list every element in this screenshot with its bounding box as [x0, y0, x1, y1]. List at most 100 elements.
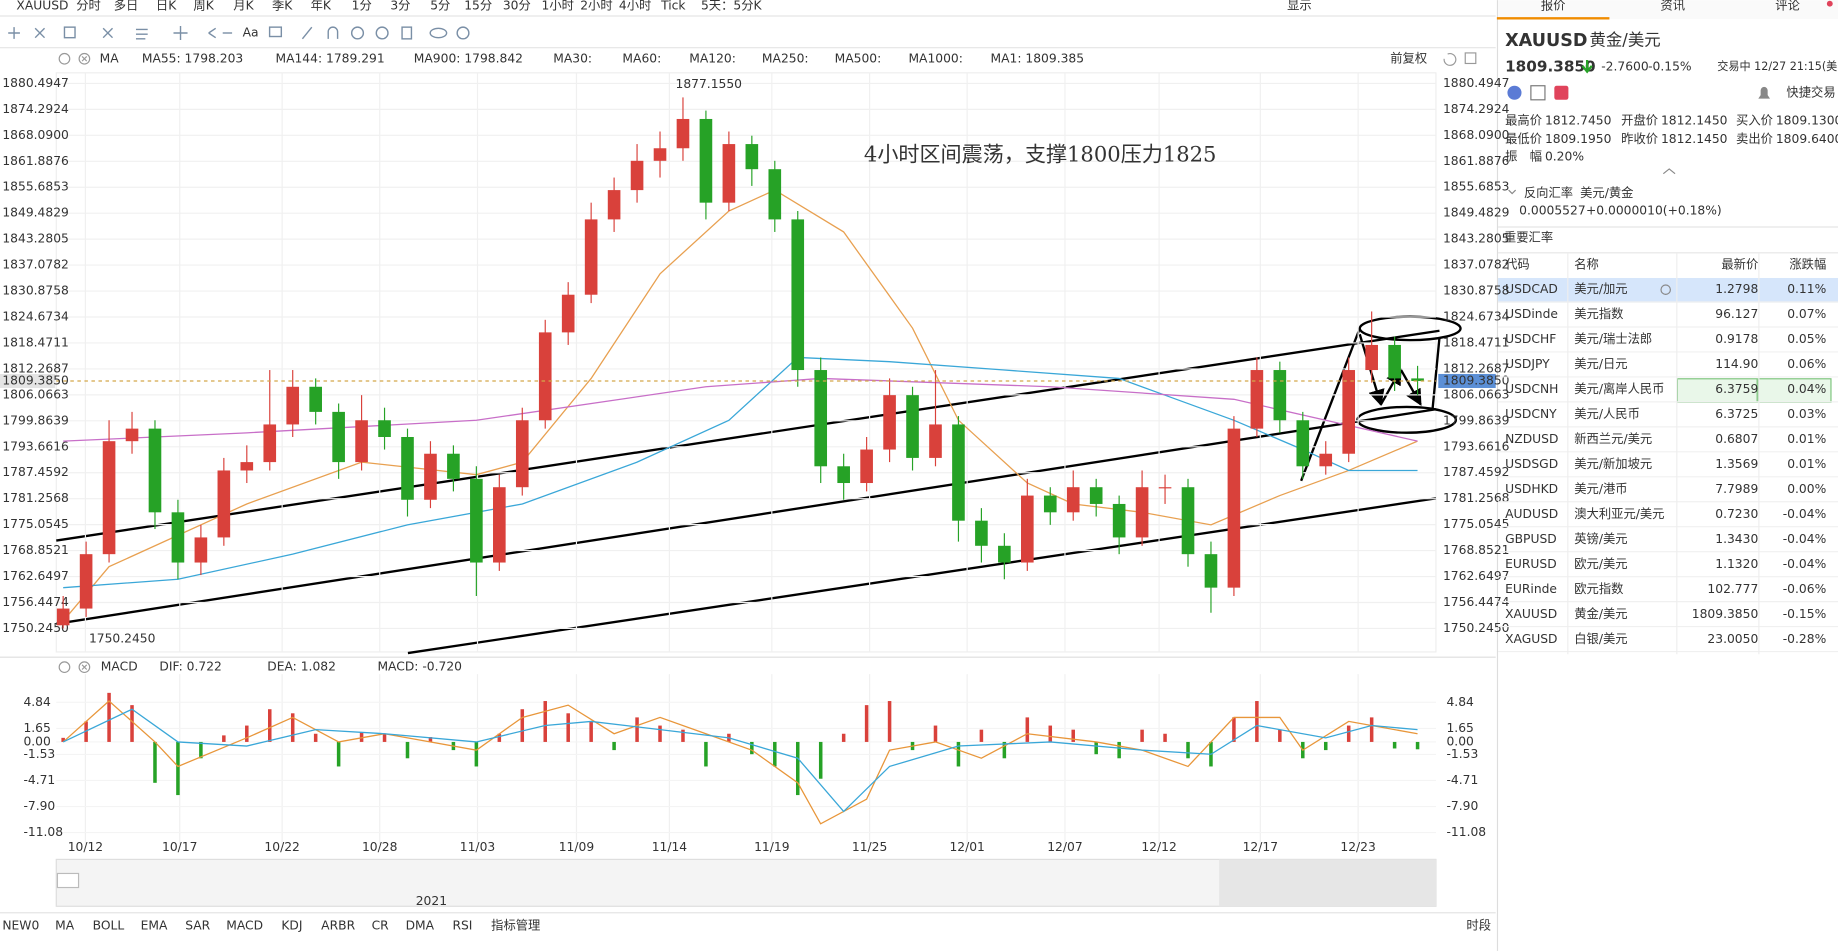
rate-name[interactable]: 美元/日元 — [1574, 357, 1627, 371]
rate-code[interactable]: XAGUSD — [1505, 632, 1557, 646]
rate-code[interactable]: AUDUSD — [1505, 507, 1558, 521]
macd-legend-item[interactable]: MACD: -0.720 — [377, 660, 462, 674]
rate-name[interactable]: 美元指数 — [1574, 306, 1623, 321]
y-tick-label: 1830.8758 — [2, 284, 68, 298]
macd-legend-item[interactable]: DIF: 0.722 — [159, 660, 221, 674]
rate-code[interactable]: USDCHF — [1505, 332, 1556, 346]
adjust-button[interactable]: 前复权 — [1390, 50, 1427, 65]
chart-header-icons[interactable] — [58, 52, 1477, 674]
period-button[interactable]: 15分 — [464, 0, 492, 13]
period-button[interactable]: 季K — [272, 0, 293, 13]
period-button[interactable]: 2小时 — [580, 0, 612, 13]
indicator-button[interactable]: MA — [55, 919, 75, 933]
navigator[interactable] — [55, 858, 1437, 907]
text-tool[interactable]: Aa — [243, 25, 259, 39]
indicator-button[interactable]: BOLL — [93, 919, 125, 933]
rate-code[interactable]: USDJPY — [1505, 357, 1550, 371]
period-button[interactable]: 3分 — [390, 0, 410, 13]
navigator-window[interactable] — [1219, 859, 1436, 907]
legend-item[interactable]: MA120: — [689, 51, 736, 65]
rate-name[interactable]: 美元/港币 — [1574, 482, 1627, 496]
period-button[interactable]: 1分 — [352, 0, 372, 13]
rate-code[interactable]: NZDUSD — [1505, 432, 1558, 446]
watch-icon[interactable] — [1660, 284, 1671, 295]
rate-name[interactable]: 美元/新加坡元 — [1574, 456, 1652, 471]
period-button[interactable]: 5天：5分K — [701, 0, 763, 13]
rate-name[interactable]: 美元/瑞士法郎 — [1574, 332, 1652, 346]
rate-code[interactable]: USDCNY — [1505, 407, 1557, 421]
navigator-handle[interactable] — [56, 872, 80, 889]
rate-name[interactable]: 黄金/美元 — [1574, 606, 1627, 621]
macd-bar — [1140, 729, 1144, 742]
indicator-button[interactable]: ARBR — [321, 919, 355, 933]
legend-item[interactable]: MA55: 1798.203 — [142, 51, 243, 65]
indicator-button[interactable]: RSI — [452, 919, 472, 933]
reverse-pair[interactable]: 美元/黄金 — [1580, 185, 1633, 200]
indicator-button[interactable]: MACD — [226, 919, 263, 933]
indicator-button[interactable]: SAR — [185, 919, 210, 933]
legend-item[interactable]: MA500: — [835, 51, 882, 65]
period-button[interactable]: 5分 — [430, 0, 450, 13]
indicator-button[interactable]: KDJ — [281, 919, 302, 933]
drawing-tools[interactable] — [8, 25, 470, 41]
period-button[interactable]: 30分 — [503, 0, 531, 13]
period-button[interactable]: 1小时 — [542, 0, 574, 13]
period-button[interactable]: Tick — [660, 0, 686, 13]
rate-code[interactable]: EURinde — [1505, 582, 1557, 596]
rate-name[interactable]: 美元/离岸人民币 — [1574, 381, 1664, 396]
legend-item[interactable]: MA144: 1789.291 — [275, 51, 384, 65]
period-button[interactable]: 月K — [233, 0, 254, 13]
rate-code[interactable]: EURUSD — [1505, 557, 1557, 571]
legend-item[interactable]: MA1: 1809.385 — [991, 51, 1085, 65]
period-button[interactable]: 年K — [311, 0, 332, 13]
y-tick-label: 1787.4592 — [2, 465, 68, 479]
indicator-manage[interactable]: 指标管理 — [491, 918, 540, 933]
y-tick-label: 1874.2924 — [2, 102, 69, 116]
macd-label[interactable]: MACD — [101, 660, 138, 674]
rate-code[interactable]: USDCNH — [1505, 382, 1558, 396]
macd-bar — [1094, 741, 1098, 755]
rate-name[interactable]: 英镑/美元 — [1574, 531, 1627, 546]
period-button[interactable]: 4小时 — [619, 0, 651, 13]
panel-tab[interactable]: 报价 — [1541, 0, 1566, 13]
macd-bar — [61, 737, 65, 742]
period-button[interactable]: 日K — [156, 0, 177, 13]
symbol[interactable]: XAUUSD — [16, 0, 68, 13]
rate-name[interactable]: 澳大利亚元/美元 — [1574, 507, 1664, 521]
legend-item[interactable]: MA900: 1798.842 — [414, 51, 523, 65]
period-button[interactable]: 多日 — [114, 0, 139, 13]
period-button[interactable]: 周K — [193, 0, 214, 13]
session-button[interactable]: 时段 — [1466, 918, 1491, 933]
panel-tab[interactable]: 资讯 — [1660, 0, 1685, 13]
legend-item[interactable]: MA250: — [762, 51, 809, 65]
rate-name[interactable]: 白银/美元 — [1574, 631, 1627, 646]
period-button[interactable]: 分时 — [76, 0, 101, 13]
indicator-button[interactable]: DMA — [406, 919, 435, 933]
legend-item[interactable]: MA60: — [622, 51, 661, 65]
rate-name[interactable]: 欧元指数 — [1574, 581, 1623, 596]
rate-name[interactable]: 新西兰元/美元 — [1574, 431, 1652, 446]
display-button[interactable]: 显示 — [1287, 0, 1312, 13]
rate-name[interactable]: 欧元/美元 — [1574, 557, 1627, 571]
rate-name[interactable]: 美元/人民币 — [1574, 407, 1640, 421]
indicator-button[interactable]: EMA — [141, 919, 168, 933]
legend-item[interactable]: MA1000: — [908, 51, 962, 65]
x-tick-label: 10/28 — [362, 840, 397, 854]
candle-body — [814, 370, 828, 467]
ma-line — [63, 356, 1418, 589]
macd-legend-item[interactable]: DEA: 1.082 — [267, 660, 336, 674]
rate-code[interactable]: GBPUSD — [1505, 532, 1557, 546]
panel-tab[interactable]: 评论 — [1775, 0, 1800, 13]
indicator-button[interactable]: CR — [372, 919, 390, 933]
indicator-button[interactable]: NEW0 — [2, 919, 39, 933]
legend-item[interactable]: MA30: — [553, 51, 592, 65]
quote-icons[interactable] — [1507, 85, 1771, 195]
rate-name[interactable]: 美元/加元 — [1574, 282, 1627, 296]
rate-code[interactable]: USDHKD — [1505, 482, 1558, 496]
rate-code[interactable]: USDCAD — [1505, 282, 1558, 296]
legend-label[interactable]: MA — [100, 51, 120, 65]
rate-code[interactable]: USDinde — [1505, 307, 1558, 321]
rate-code[interactable]: USDSGD — [1505, 457, 1558, 471]
rate-code[interactable]: XAUUSD — [1505, 607, 1557, 621]
quick-trade[interactable]: 快捷交易 — [1786, 84, 1835, 99]
